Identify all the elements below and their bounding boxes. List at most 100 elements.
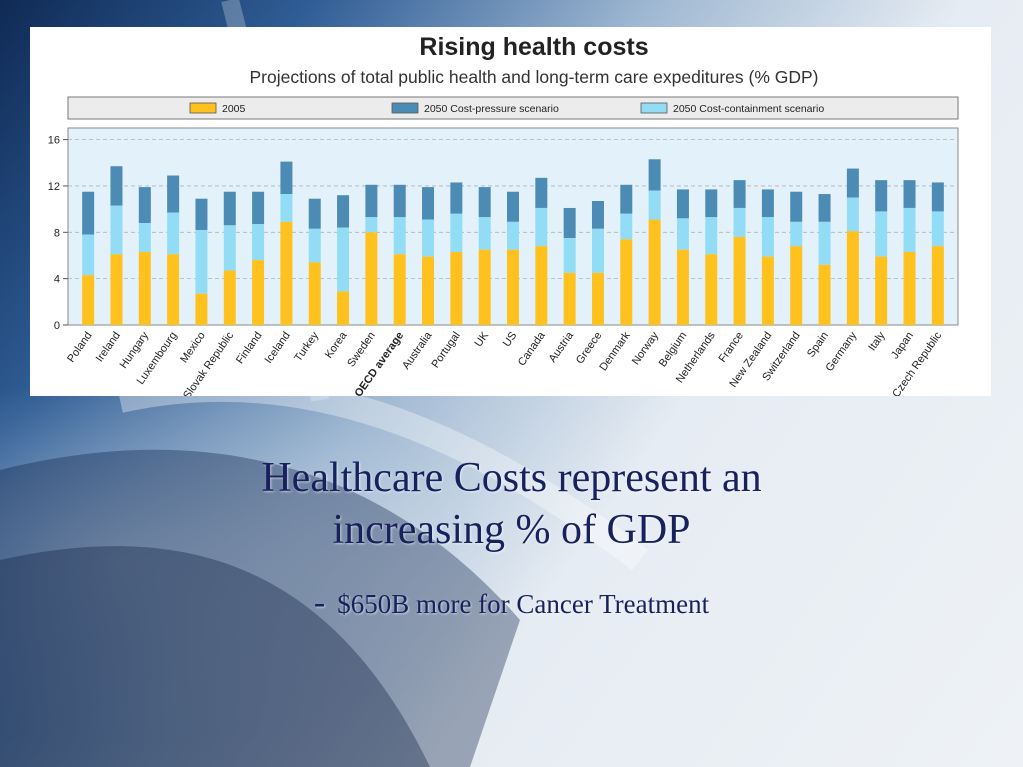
bar-2005 bbox=[195, 293, 208, 325]
bar-2005 bbox=[308, 262, 321, 325]
bar-cost-containment bbox=[308, 228, 321, 263]
bar-cost-pressure bbox=[110, 166, 123, 206]
bar-cost-pressure bbox=[365, 184, 378, 218]
bar-cost-pressure bbox=[931, 182, 944, 212]
bar-cost-pressure bbox=[620, 184, 633, 214]
bar-cost-containment bbox=[337, 227, 350, 292]
x-tick-label: Iceland bbox=[263, 330, 293, 366]
bar-cost-pressure bbox=[818, 194, 831, 222]
bar-cost-pressure bbox=[790, 191, 803, 222]
bar-cost-containment bbox=[223, 225, 236, 271]
bar-2005 bbox=[223, 270, 236, 325]
x-tick-label: Korea bbox=[323, 329, 350, 361]
slide-headline: Healthcare Costs represent an increasing… bbox=[0, 452, 1023, 556]
x-tick-label: Australia bbox=[400, 329, 435, 372]
bar-cost-pressure bbox=[733, 180, 746, 208]
bar-cost-containment bbox=[818, 221, 831, 265]
chart: Rising health costs Projections of total… bbox=[48, 33, 959, 396]
x-tick-label: Poland bbox=[65, 330, 94, 365]
bar-cost-containment bbox=[733, 207, 746, 237]
bar-cost-pressure bbox=[422, 187, 435, 220]
bar-2005 bbox=[365, 232, 378, 325]
bar-cost-containment bbox=[790, 221, 803, 247]
bar-cost-containment bbox=[167, 212, 180, 255]
bar-2005 bbox=[450, 251, 463, 325]
bar-2005 bbox=[818, 264, 831, 325]
bar-cost-pressure bbox=[563, 207, 576, 239]
chart-subtitle: Projections of total public health and l… bbox=[249, 67, 818, 87]
bar-cost-containment bbox=[676, 218, 689, 250]
bar-cost-pressure bbox=[167, 175, 180, 213]
bar-cost-containment bbox=[705, 217, 718, 255]
bar-cost-containment bbox=[393, 217, 406, 255]
x-tick-label: Mexico bbox=[178, 330, 208, 365]
bar-cost-containment bbox=[875, 211, 888, 257]
bar-cost-containment bbox=[110, 205, 123, 255]
x-tick-label: Austria bbox=[547, 329, 577, 365]
bar-cost-containment bbox=[82, 234, 95, 276]
bar-2005 bbox=[507, 249, 519, 325]
bar-cost-containment bbox=[450, 213, 463, 252]
chart-legend: 2005 2050 Cost-pressure scenario 2050 Cost… bbox=[67, 96, 959, 120]
headline-line-2: increasing % of GDP bbox=[332, 507, 691, 553]
bar-cost-pressure bbox=[705, 189, 718, 218]
bar-cost-pressure bbox=[195, 198, 208, 230]
y-tick-label: 0 bbox=[54, 320, 60, 332]
x-tick-label: Ireland bbox=[94, 330, 123, 364]
bar-cost-containment bbox=[195, 229, 208, 294]
bar-cost-pressure bbox=[393, 184, 406, 218]
bar-cost-containment bbox=[620, 213, 633, 240]
bar-cost-containment bbox=[422, 219, 435, 257]
bar-cost-containment bbox=[591, 228, 604, 273]
bar-cost-pressure bbox=[875, 180, 888, 212]
bar-cost-pressure bbox=[280, 161, 293, 195]
x-tick-label: Spain bbox=[805, 330, 831, 360]
bar-cost-containment bbox=[280, 194, 293, 222]
bar-cost-pressure bbox=[507, 191, 519, 222]
x-tick-label: Finland bbox=[234, 330, 265, 366]
bar-cost-pressure bbox=[450, 182, 463, 214]
legend-swatch-2 bbox=[640, 102, 668, 114]
x-tick-label: Turkey bbox=[292, 329, 321, 363]
bar-cost-pressure bbox=[648, 159, 661, 191]
bar-2005 bbox=[393, 254, 406, 325]
bar-cost-pressure bbox=[846, 168, 859, 198]
legend-label-2: 2050 Cost-containment scenario bbox=[673, 103, 824, 115]
bar-2005 bbox=[82, 275, 95, 325]
bar-2005 bbox=[676, 249, 689, 325]
legend-swatch-1 bbox=[391, 102, 419, 114]
x-tick-label: Canada bbox=[516, 329, 548, 368]
x-tick-label: France bbox=[717, 330, 746, 365]
bar-cost-pressure bbox=[478, 187, 491, 218]
bar-cost-containment bbox=[931, 211, 944, 247]
bar-cost-containment bbox=[507, 221, 519, 250]
subline-text: $650B more for Cancer Treatment bbox=[337, 589, 710, 619]
bar-2005 bbox=[875, 256, 888, 325]
bar-cost-pressure bbox=[308, 198, 321, 229]
bar-cost-containment bbox=[535, 207, 548, 247]
y-tick-label: 16 bbox=[48, 135, 60, 147]
x-tick-label: US bbox=[501, 330, 520, 349]
bar-cost-pressure bbox=[676, 189, 689, 219]
bar-2005 bbox=[846, 231, 859, 325]
bar-cost-pressure bbox=[337, 195, 350, 228]
bar-2005 bbox=[903, 251, 916, 325]
legend-label-0: 2005 bbox=[222, 103, 246, 115]
x-tick-label: Portugal bbox=[429, 330, 462, 370]
y-tick-label: 4 bbox=[54, 274, 60, 286]
bar-2005 bbox=[138, 251, 151, 325]
x-tick-label: Japan bbox=[889, 330, 916, 361]
bar-cost-containment bbox=[252, 224, 265, 261]
bar-2005 bbox=[705, 254, 718, 325]
bar-cost-pressure bbox=[138, 187, 151, 224]
bar-cost-pressure bbox=[82, 191, 95, 235]
chart-panel: Rising health costs Projections of total… bbox=[30, 27, 991, 396]
bar-2005 bbox=[535, 246, 548, 325]
bar-2005 bbox=[337, 291, 350, 325]
slide-subline: - $650B more for Cancer Treatment bbox=[0, 586, 1023, 621]
bar-cost-containment bbox=[648, 190, 661, 220]
x-tick-label: UK bbox=[473, 329, 492, 349]
bar-cost-pressure bbox=[903, 180, 916, 208]
bar-cost-containment bbox=[365, 217, 378, 233]
